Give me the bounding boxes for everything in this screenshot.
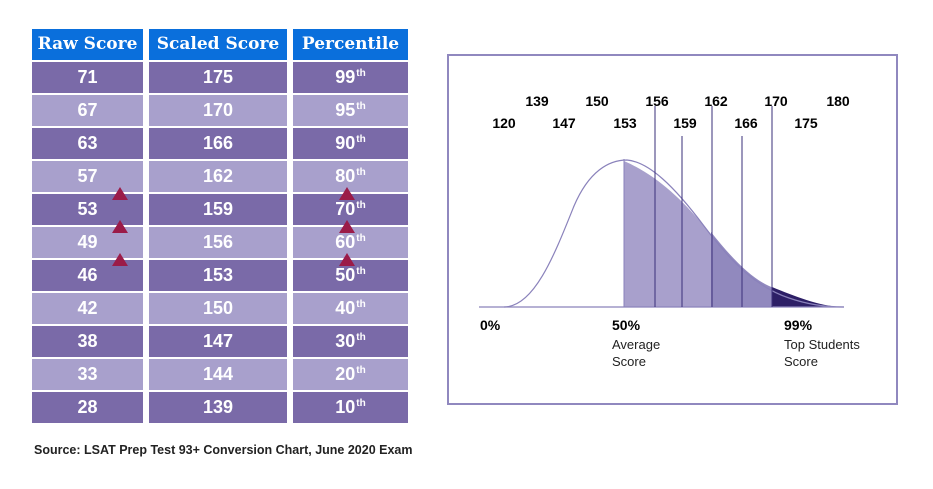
score-label-159: 159 [673, 115, 697, 131]
distribution-svg: 139 150 156 162 170 180 120 147 153 159 … [479, 93, 860, 369]
score-label-166: 166 [734, 115, 758, 131]
ordinal-suffix: th [356, 398, 366, 409]
ordinal-suffix: th [356, 101, 366, 112]
score-label-180: 180 [826, 93, 850, 109]
scaled-score-cell: 175 [149, 62, 287, 93]
raw-score-cell: 71 [32, 62, 143, 93]
percentile-99: 99% [784, 317, 813, 333]
score-label-147: 147 [552, 115, 576, 131]
bell-curve [503, 159, 845, 308]
percentile-0: 0% [480, 317, 501, 333]
table-row: 57 162 80th [32, 161, 408, 192]
score-label-150: 150 [585, 93, 609, 109]
percentile-cell: 99th [293, 62, 408, 93]
up-arrow-icon [112, 253, 128, 266]
percentile-value: 80 [335, 166, 356, 186]
scaled-score-cell: 162 [149, 161, 287, 192]
score-label-175: 175 [794, 115, 818, 131]
table-row: 33 144 20th [32, 359, 408, 390]
table-row: 63 166 90th [32, 128, 408, 159]
percentile-cell: 10th [293, 392, 408, 423]
average-caption-line1: Average [612, 337, 660, 352]
up-arrow-icon [339, 220, 355, 233]
score-label-162: 162 [704, 93, 728, 109]
up-arrow-icon [112, 187, 128, 200]
table-row: 67 170 95th [32, 95, 408, 126]
header-percentile: Percentile [293, 29, 408, 60]
ordinal-suffix: th [356, 167, 366, 178]
percentile-value: 30 [335, 331, 356, 351]
table-header-row: Raw Score Scaled Score Percentile [32, 29, 408, 60]
raw-score-cell: 57 [32, 161, 143, 192]
percentile-cell: 40th [293, 293, 408, 324]
raw-score-cell: 42 [32, 293, 143, 324]
percentile-value: 10 [335, 397, 356, 417]
table-row: 71 175 99th [32, 62, 408, 93]
scaled-score-cell: 150 [149, 293, 287, 324]
raw-score-cell: 33 [32, 359, 143, 390]
score-label-120: 120 [492, 115, 516, 131]
score-label-153: 153 [613, 115, 637, 131]
top-caption-line2: Score [784, 354, 818, 369]
up-arrow-icon [339, 253, 355, 266]
scaled-score-cell: 139 [149, 392, 287, 423]
percentile-value: 20 [335, 364, 356, 384]
score-label-156: 156 [645, 93, 669, 109]
up-arrow-icon [339, 187, 355, 200]
distribution-chart: 139 150 156 162 170 180 120 147 153 159 … [447, 54, 898, 405]
ordinal-suffix: th [356, 200, 366, 211]
raw-score-cell: 38 [32, 326, 143, 357]
scaled-score-cell: 153 [149, 260, 287, 291]
raw-score-cell: 67 [32, 95, 143, 126]
scaled-score-cell: 147 [149, 326, 287, 357]
ordinal-suffix: th [356, 233, 366, 244]
percentile-value: 60 [335, 232, 356, 252]
source-note: Source: LSAT Prep Test 93+ Conversion Ch… [34, 443, 413, 457]
table-row: 38 147 30th [32, 326, 408, 357]
average-caption-line2: Score [612, 354, 646, 369]
scaled-score-cell: 144 [149, 359, 287, 390]
raw-score-cell: 28 [32, 392, 143, 423]
ordinal-suffix: th [356, 68, 366, 79]
percentile-value: 70 [335, 199, 356, 219]
percentile-value: 95 [335, 100, 356, 120]
ordinal-suffix: th [356, 365, 366, 376]
table-row: 42 150 40th [32, 293, 408, 324]
top-caption-line1: Top Students [784, 337, 860, 352]
header-scaled-score: Scaled Score [149, 29, 287, 60]
percentile-cell: 90th [293, 128, 408, 159]
up-arrow-icon [112, 220, 128, 233]
scaled-score-cell: 166 [149, 128, 287, 159]
percentile-value: 50 [335, 265, 356, 285]
percentile-value: 40 [335, 298, 356, 318]
ordinal-suffix: th [356, 299, 366, 310]
scaled-score-cell: 170 [149, 95, 287, 126]
percentile-cell: 20th [293, 359, 408, 390]
percentile-50: 50% [612, 317, 641, 333]
score-label-170: 170 [764, 93, 788, 109]
score-label-139: 139 [525, 93, 549, 109]
score-conversion-table: Raw Score Scaled Score Percentile 71 175 9… [32, 29, 408, 425]
percentile-cell: 80th [293, 161, 408, 192]
table-row: 28 139 10th [32, 392, 408, 423]
header-raw-score: Raw Score [32, 29, 143, 60]
shaded-top-students [772, 287, 841, 307]
percentile-cell: 30th [293, 326, 408, 357]
scaled-score-cell: 159 [149, 194, 287, 225]
ordinal-suffix: th [356, 332, 366, 343]
raw-score-cell: 63 [32, 128, 143, 159]
percentile-value: 90 [335, 133, 356, 153]
scaled-score-cell: 156 [149, 227, 287, 258]
ordinal-suffix: th [356, 134, 366, 145]
percentile-cell: 95th [293, 95, 408, 126]
percentile-value: 99 [335, 67, 356, 87]
ordinal-suffix: th [356, 266, 366, 277]
